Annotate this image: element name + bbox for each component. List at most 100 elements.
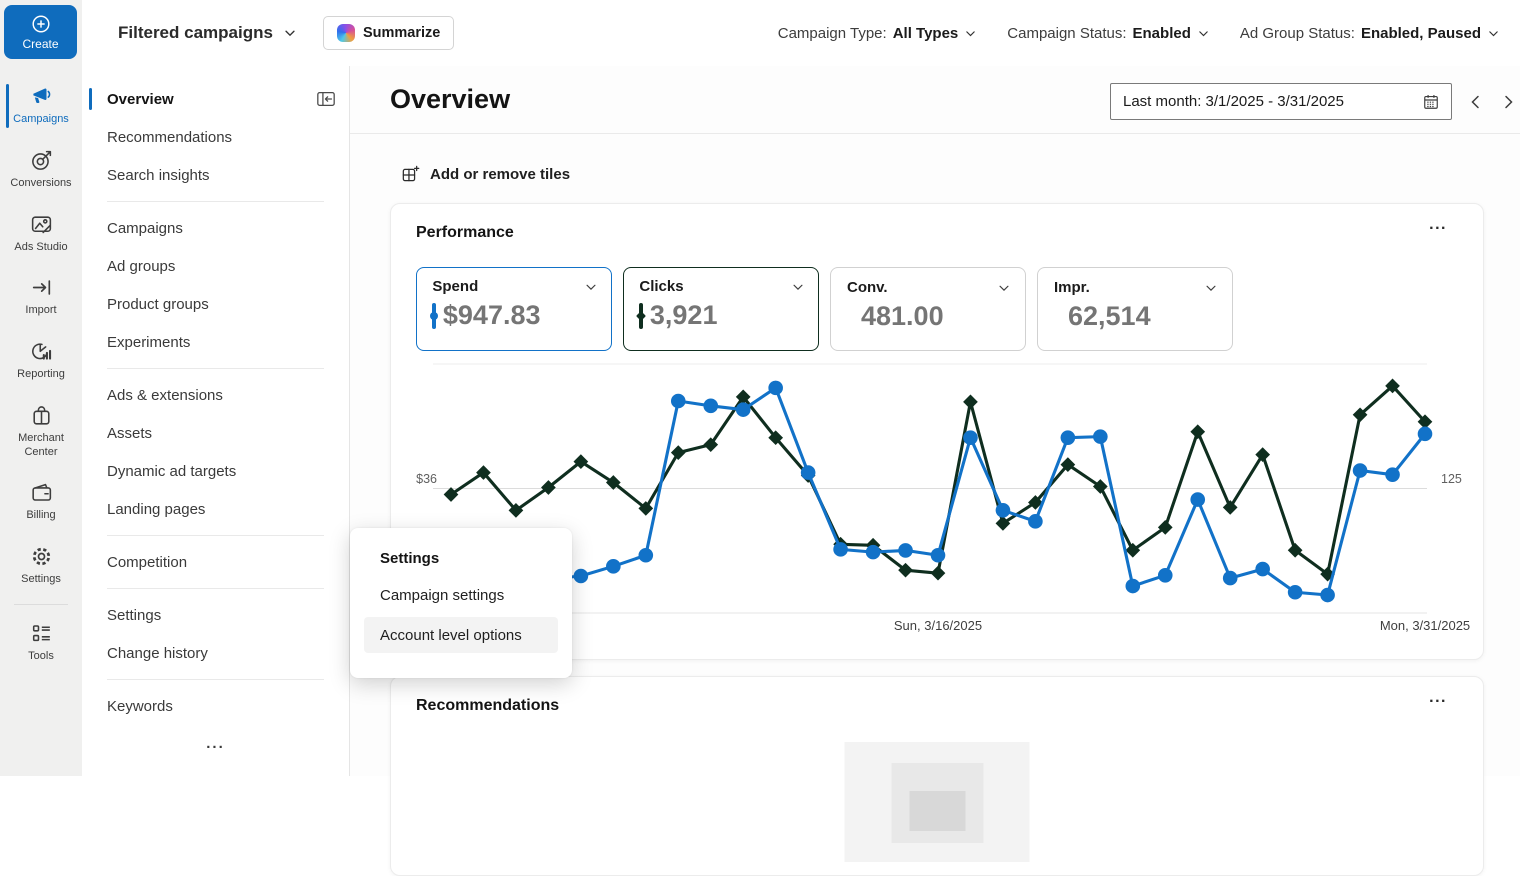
filtered-campaigns-label: Filtered campaigns <box>118 23 273 43</box>
shopping-bag-icon <box>29 403 54 428</box>
add-tiles-label: Add or remove tiles <box>430 166 570 183</box>
metric-label: Clicks <box>639 278 683 295</box>
flyout-header: Settings <box>350 550 572 567</box>
sidebar-item-keywords[interactable]: Keywords <box>82 687 349 725</box>
sidebar-more-button[interactable]: ... <box>82 735 349 752</box>
metric-value: 62,514 <box>1068 301 1151 332</box>
sidebar-item-label: Campaigns <box>107 220 183 237</box>
series-legend-mark <box>432 303 436 329</box>
filter-value: All Types <box>893 25 959 42</box>
metric-tile-spend[interactable]: Spend $947.83 <box>416 267 612 351</box>
metric-tile-impressions[interactable]: Impr. 62,514 <box>1037 267 1233 351</box>
rail-item-conversions[interactable]: Conversions <box>0 138 82 202</box>
rail-item-billing[interactable]: Billing <box>0 470 82 534</box>
sidebar-item-competition[interactable]: Competition <box>82 543 349 581</box>
rail-item-reporting[interactable]: Reporting <box>0 329 82 393</box>
filtered-campaigns-dropdown[interactable]: Filtered campaigns <box>118 23 297 43</box>
sidebar-item-campaigns[interactable]: Campaigns <box>82 209 349 247</box>
create-label: Create <box>22 37 58 51</box>
performance-more-button[interactable]: ... <box>1429 216 1447 234</box>
sidebar-item-label: Recommendations <box>107 129 232 146</box>
list-boxes-icon <box>29 621 54 646</box>
x-axis-tick: Mon, 3/31/2025 <box>1345 618 1505 633</box>
metric-tile-clicks[interactable]: Clicks 3,921 <box>623 267 819 351</box>
campaign-type-filter[interactable]: Campaign Type: All Types <box>778 25 978 42</box>
chevron-down-icon <box>791 280 805 294</box>
sidebar-item-search-insights[interactable]: Search insights <box>82 156 349 194</box>
rail-item-label: Billing <box>26 509 55 523</box>
metric-label: Spend <box>432 278 478 295</box>
summarize-label: Summarize <box>363 25 440 41</box>
metric-label: Conv. <box>847 279 888 296</box>
sidebar-item-label: Search insights <box>107 167 210 184</box>
top-bar: Filtered campaigns Summarize Campaign Ty… <box>82 0 1520 66</box>
filter-bar: Campaign Type: All Types Campaign Status… <box>778 25 1500 42</box>
chevron-down-icon <box>283 26 297 40</box>
target-icon <box>29 148 54 173</box>
rail-item-campaigns[interactable]: Campaigns <box>0 74 82 138</box>
app-rail: Create Campaigns Conversions <box>0 0 82 776</box>
sidebar-item-ad-groups[interactable]: Ad groups <box>82 247 349 285</box>
sidebar-divider <box>107 368 324 369</box>
page-title: Overview <box>390 84 510 115</box>
sidebar-item-experiments[interactable]: Experiments <box>82 323 349 361</box>
rail-item-settings[interactable]: Settings <box>0 534 82 598</box>
filter-label: Campaign Type: <box>778 25 887 42</box>
date-next-button[interactable] <box>1496 90 1520 114</box>
rail-item-label: Ads Studio <box>14 241 67 255</box>
rail-item-tools[interactable]: Tools <box>0 611 82 675</box>
sidebar-item-ads-extensions[interactable]: Ads & extensions <box>82 376 349 414</box>
flyout-item-account-level-options[interactable]: Account level options <box>364 617 558 653</box>
chevron-down-icon <box>1197 27 1210 40</box>
left-axis-tick: $36 <box>391 472 437 486</box>
sidebar-item-label: Settings <box>107 607 161 624</box>
summarize-button[interactable]: Summarize <box>323 16 454 50</box>
flyout-item-label: Account level options <box>380 627 522 644</box>
sidebar-item-settings[interactable]: Settings <box>82 596 349 634</box>
sidebar-divider <box>107 679 324 680</box>
recommendations-more-button[interactable]: ... <box>1429 689 1447 707</box>
sidebar-item-label: Change history <box>107 645 208 662</box>
chevron-down-icon <box>584 280 598 294</box>
sidebar-item-label: Keywords <box>107 698 173 715</box>
date-range-picker[interactable]: Last month: 3/1/2025 - 3/31/2025 <box>1110 83 1452 120</box>
collapse-panel-icon[interactable] <box>315 89 337 109</box>
chevron-down-icon <box>1204 281 1218 295</box>
flyout-item-campaign-settings[interactable]: Campaign settings <box>364 577 558 613</box>
metric-tile-conversions[interactable]: Conv. 481.00 <box>830 267 1026 351</box>
add-or-remove-tiles-button[interactable]: Add or remove tiles <box>400 164 570 184</box>
rail-item-import[interactable]: Import <box>0 265 82 329</box>
sidebar-item-assets[interactable]: Assets <box>82 414 349 452</box>
pie-chart-icon <box>29 339 54 364</box>
metric-tiles: Spend $947.83 Clicks 3,921 <box>416 267 1233 351</box>
grid-plus-icon <box>400 164 420 184</box>
sidebar-item-change-history[interactable]: Change history <box>82 634 349 672</box>
filter-label: Campaign Status: <box>1007 25 1126 42</box>
rail-divider <box>14 604 68 605</box>
rail-item-label: Import <box>25 304 56 318</box>
flyout-item-label: Campaign settings <box>380 587 504 604</box>
campaign-status-filter[interactable]: Campaign Status: Enabled <box>1007 25 1210 42</box>
chevron-down-icon <box>964 27 977 40</box>
wallet-icon <box>29 480 54 505</box>
rail-item-merchant-center[interactable]: Merchant Center <box>0 393 82 471</box>
rail-item-label: Merchant Center <box>2 432 80 460</box>
filter-value: Enabled <box>1133 25 1191 42</box>
rail-item-ads-studio[interactable]: Ads Studio <box>0 202 82 266</box>
sidebar-item-product-groups[interactable]: Product groups <box>82 285 349 323</box>
image-pen-icon <box>29 212 54 237</box>
sidebar-item-overview[interactable]: Overview <box>82 80 349 118</box>
sidebar-item-dynamic-ad-targets[interactable]: Dynamic ad targets <box>82 452 349 490</box>
date-prev-button[interactable] <box>1464 90 1488 114</box>
sidebar-item-landing-pages[interactable]: Landing pages <box>82 490 349 528</box>
series-legend-mark <box>639 303 643 329</box>
placeholder-illustration <box>845 742 1030 862</box>
rail-item-label: Reporting <box>17 368 65 382</box>
sidebar-item-recommendations[interactable]: Recommendations <box>82 118 349 156</box>
rail-item-label: Tools <box>28 650 54 664</box>
date-range-value: Last month: 3/1/2025 - 3/31/2025 <box>1123 93 1421 110</box>
ad-group-status-filter[interactable]: Ad Group Status: Enabled, Paused <box>1240 25 1500 42</box>
header-divider <box>350 133 1520 134</box>
create-button[interactable]: Create <box>4 5 77 59</box>
sidebar-divider <box>107 588 324 589</box>
